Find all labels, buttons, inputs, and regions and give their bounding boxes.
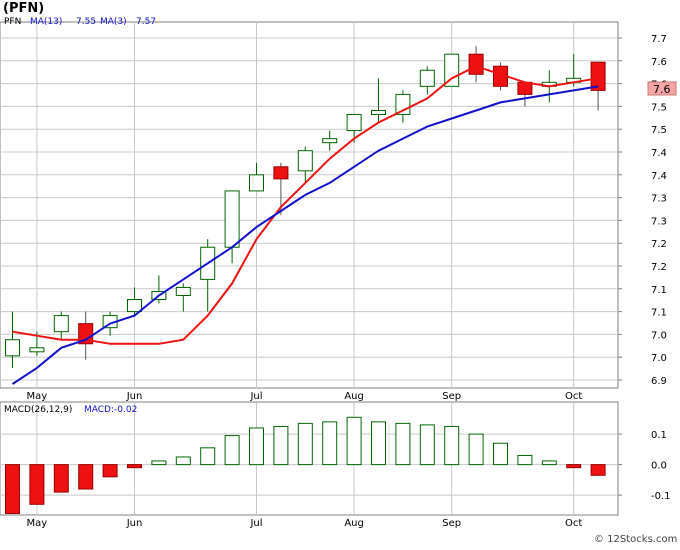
month-label: Jul: [249, 391, 262, 402]
month-label: Sep: [442, 391, 461, 402]
legend-symbol: PFN: [4, 17, 21, 27]
macd-bar-negative: [29, 464, 45, 505]
candle-body-up: [127, 299, 142, 313]
month-label: Jun: [126, 518, 143, 529]
price-tick-label: 7.0: [651, 330, 667, 341]
month-label: Jul: [249, 518, 262, 529]
price-tick-label: 7.4: [651, 171, 667, 182]
candle-body-up: [53, 315, 69, 333]
price-tick-label: 7.3: [651, 194, 667, 205]
month-label: May: [27, 518, 48, 529]
macd-bar-positive: [297, 422, 313, 466]
candle-body-down: [517, 81, 533, 95]
price-tick-label: 7.4: [651, 148, 667, 159]
candle-body-up: [29, 347, 45, 353]
price-tick-label: 7.3: [651, 216, 667, 227]
macd-bar-positive: [419, 424, 435, 466]
macd-bar-negative: [566, 464, 582, 469]
month-label: Aug: [344, 518, 364, 529]
last-price-label: 7.6: [653, 83, 671, 96]
macd-legend-label: MACD(26,12,9): [4, 405, 72, 415]
candle-body-up: [297, 150, 313, 172]
chart-title: (PFN): [3, 1, 44, 16]
legend-ma3-label: MA(3): [100, 17, 127, 27]
macd-axis-labels: 0.1 0.0 -0.1: [651, 430, 671, 502]
last-price-box: [647, 81, 677, 96]
macd-bar-positive: [395, 422, 411, 466]
price-tick-label: 7.2: [651, 262, 667, 273]
candle-body-up: [444, 53, 460, 87]
macd-bar-positive: [151, 460, 167, 466]
macd-bar-negative: [590, 464, 606, 476]
price-tick-label: 7.2: [651, 239, 667, 250]
macd-tick-label: 0.1: [651, 430, 667, 441]
month-label: Aug: [344, 391, 364, 402]
legend-ma13-value: 7.55: [76, 17, 96, 27]
watermark: © 12Stocks.com: [594, 534, 677, 545]
macd-bar-positive: [541, 460, 557, 466]
macd-bar-positive: [517, 454, 533, 466]
macd-tick-label: -0.1: [651, 491, 671, 502]
price-legend: PFN MA(13) 7.55 MA(3) 7.57: [4, 17, 156, 27]
macd-bar-positive: [371, 421, 386, 466]
month-label: Oct: [565, 518, 582, 529]
month-label: Oct: [565, 391, 582, 402]
macd-bar-positive: [468, 433, 484, 466]
macd-bar-negative: [78, 464, 94, 490]
macd-bar-positive: [249, 427, 264, 466]
last-price-marker: 7.6: [647, 81, 677, 96]
legend-ma3-value: 7.57: [136, 17, 156, 27]
candle-body-up: [371, 109, 386, 116]
price-axis-labels: 7.77.67.67.57.57.47.47.37.37.27.27.17.17…: [651, 34, 667, 387]
legend-ma13-label: MA(13): [30, 17, 62, 27]
candle-body-up: [322, 138, 338, 144]
macd-bar-negative: [5, 464, 20, 514]
moving-average-lines: [11, 65, 599, 385]
macd-bar-positive: [175, 456, 191, 466]
macd-legend: MACD(26,12,9) MACD:-0.02: [4, 405, 137, 415]
candle-body-down: [273, 166, 289, 180]
ma13-line: [11, 85, 599, 385]
price-tick-label: 6.9: [651, 376, 667, 387]
macd-bar-negative: [127, 464, 142, 469]
candle-body-up: [249, 174, 264, 192]
macd-bar-positive: [273, 425, 289, 466]
macd-histogram: [5, 416, 606, 514]
ma3-line: [12, 65, 599, 345]
macd-bar-positive: [346, 416, 362, 466]
candle-body-down: [468, 53, 484, 75]
candlestick-series: [5, 46, 606, 368]
price-tick-label: 7.1: [651, 308, 667, 319]
price-tick-label: 7.7: [651, 34, 667, 45]
price-panel-frame: [0, 21, 619, 389]
macd-tick-label: 0.0: [651, 461, 667, 472]
price-tick-label: 7.5: [651, 102, 667, 113]
month-label: Jun: [126, 391, 143, 402]
grid-lines: [0, 22, 622, 388]
time-axis-labels: May May Jun Jun Jul Jul Aug Aug Sep Sep Oct Oct: [27, 391, 583, 529]
macd-bar-negative: [102, 464, 118, 478]
candle-body-up: [224, 190, 240, 248]
candle-body-up: [175, 286, 191, 296]
candle-body-down: [590, 61, 606, 91]
price-tick-label: 7.6: [651, 57, 667, 68]
price-tick-label: 7.0: [651, 353, 667, 364]
macd-legend-value: MACD:-0.02: [84, 405, 137, 415]
price-tick-label: 7.5: [651, 125, 667, 136]
macd-bar-positive: [493, 442, 508, 466]
price-tick-label: 7.1: [651, 285, 667, 296]
macd-bar-negative: [53, 464, 69, 493]
candle-body-up: [5, 339, 20, 357]
macd-bar-positive: [322, 421, 338, 466]
macd-bar-positive: [444, 425, 460, 466]
macd-bar-positive: [224, 435, 240, 466]
macd-bar-positive: [200, 447, 216, 466]
candle-body-up: [346, 114, 362, 132]
macd-panel-frame: [0, 401, 619, 516]
month-label: May: [27, 391, 48, 402]
candle-body-up: [419, 69, 435, 87]
month-label: Sep: [442, 518, 461, 529]
